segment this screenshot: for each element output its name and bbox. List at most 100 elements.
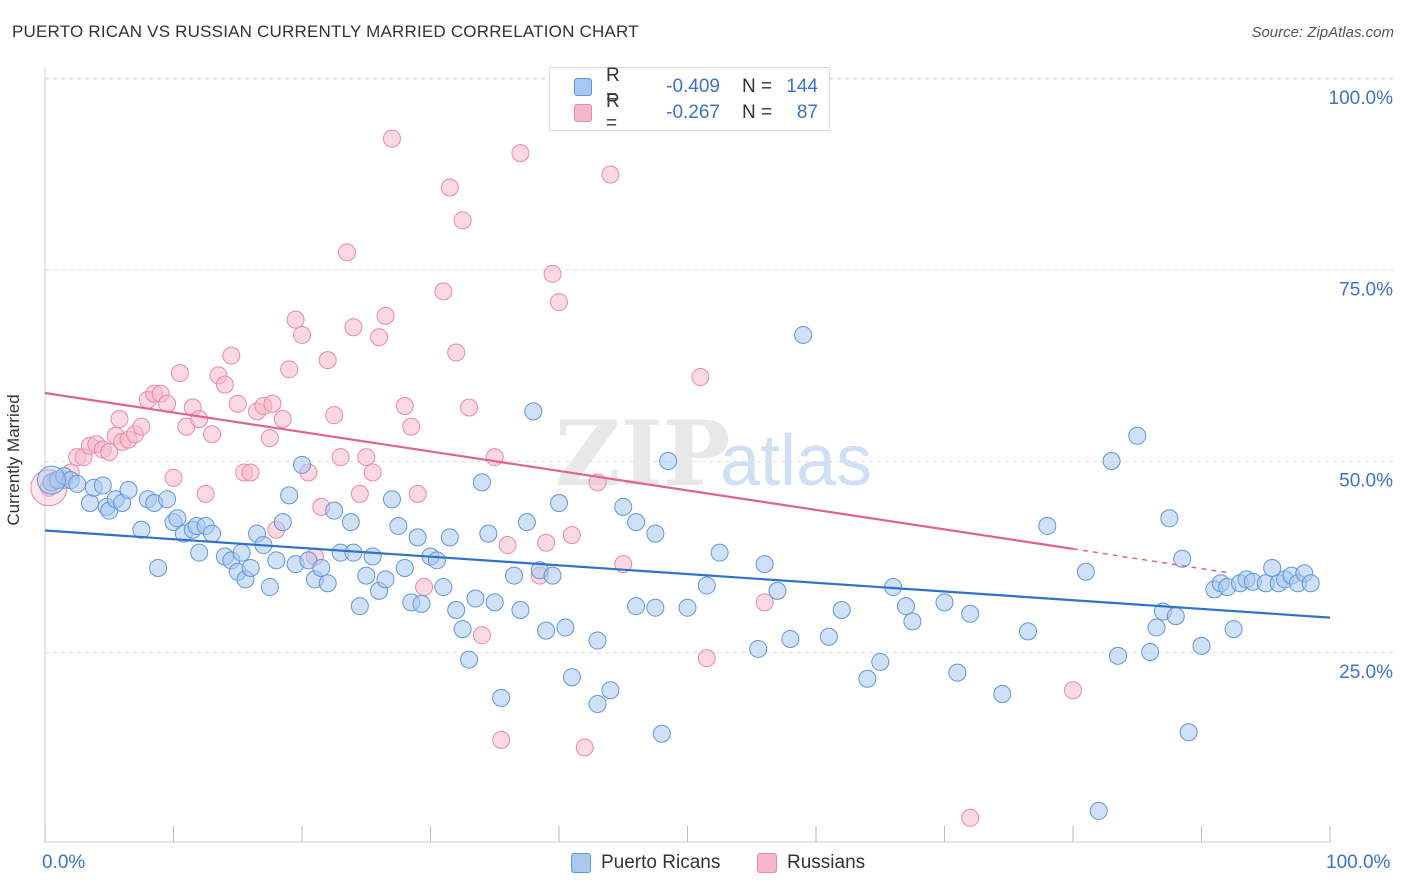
puerto-ricans-point (614, 497, 633, 516)
puerto-ricans-point (149, 558, 168, 577)
correlation-legend: R = -0.409 N = 144 R = -0.267 N = 87 (549, 65, 830, 134)
russians-point (100, 442, 119, 461)
puerto-ricans-point (376, 570, 395, 589)
source-attribution: Source: ZipAtlas.com (1251, 24, 1394, 41)
russians-point (164, 468, 183, 487)
russians-point (511, 144, 530, 163)
russians-point (408, 484, 427, 503)
puerto-ricans-trend-line (44, 529, 1331, 619)
puerto-ricans-point (871, 652, 890, 671)
puerto-ricans-point (1224, 620, 1243, 639)
puerto-ricans-point (627, 513, 646, 532)
russians-point (376, 306, 395, 325)
y-tick-labels: 25.0% 50.0% 75.0% 100.0% (1329, 88, 1394, 683)
watermark: ZIP atlas (555, 401, 872, 507)
legend-swatch-blue (571, 853, 591, 873)
russians-point (363, 463, 382, 482)
legend-item-russians: Russians (757, 852, 865, 874)
puerto-ricans-point (492, 688, 511, 707)
x-tick-label-min: 0.0% (42, 852, 86, 873)
russians-point (260, 429, 279, 448)
russians-point (440, 178, 459, 197)
russians-point (447, 343, 466, 362)
y-tick-label: 50.0% (1339, 471, 1393, 492)
puerto-ricans-point (158, 490, 177, 509)
puerto-ricans-point (903, 612, 922, 631)
russians-point (402, 417, 421, 436)
russians-point (222, 346, 241, 365)
russians-point (453, 211, 472, 230)
russians-point (434, 282, 453, 301)
legend-swatch-blue (574, 78, 592, 96)
russians-point (415, 578, 434, 597)
legend-swatch-pink (574, 104, 592, 122)
watermark-zip: ZIP (555, 401, 730, 507)
puerto-ricans-point (389, 516, 408, 535)
russians-point (498, 536, 517, 555)
puerto-ricans-point (1160, 509, 1179, 528)
russians-point (280, 360, 299, 379)
russians-point (492, 730, 511, 749)
puerto-ricans-point (1089, 801, 1108, 820)
puerto-ricans-point (511, 600, 530, 619)
puerto-ricans-point (460, 650, 479, 669)
russians-point (350, 484, 369, 503)
russians-point (460, 398, 479, 417)
russians-point (110, 409, 129, 428)
puerto-ricans-point (1108, 646, 1127, 665)
puerto-ricans-point (896, 597, 915, 616)
puerto-ricans-point (341, 513, 360, 532)
puerto-ricans-point (312, 558, 331, 577)
puerto-ricans-point (588, 694, 607, 713)
puerto-ricans-point (412, 594, 431, 613)
puerto-ricans-point (710, 543, 729, 562)
russians-point (190, 409, 209, 428)
russians-point (697, 649, 716, 668)
puerto-ricans-point (1128, 426, 1147, 445)
legend-swatch-pink (757, 853, 777, 873)
puerto-ricans-point (203, 524, 222, 543)
puerto-ricans-point (293, 455, 311, 474)
puerto-ricans-point (794, 325, 813, 344)
puerto-ricans-point (858, 669, 877, 688)
russians-point (273, 409, 292, 428)
puerto-ricans-point (1192, 636, 1211, 655)
puerto-ricans-point (427, 551, 446, 570)
russians-point (601, 165, 620, 184)
puerto-ricans-point (408, 528, 427, 547)
watermark-atlas: atlas (720, 421, 872, 501)
puerto-ricans-point (652, 724, 671, 743)
x-tick-label-max: 100.0% (1326, 852, 1391, 873)
puerto-ricans-point (318, 574, 337, 593)
puerto-ricans-point (325, 501, 344, 520)
legend-item-puerto-ricans: Puerto Ricans (571, 852, 720, 874)
russians-point (331, 448, 350, 467)
russians-point (325, 406, 344, 425)
n-value: 144 (786, 76, 818, 97)
puerto-ricans-point (646, 524, 665, 543)
puerto-ricans-point (537, 621, 556, 640)
russians-point (228, 394, 247, 413)
puerto-ricans-point (466, 589, 485, 608)
puerto-ricans-point (479, 524, 498, 543)
puerto-ricans-points (36, 325, 1320, 820)
puerto-ricans-point (485, 593, 504, 612)
puerto-ricans-point (543, 566, 562, 585)
puerto-ricans-point (832, 600, 851, 619)
series-legend: Puerto Ricans Russians (0, 852, 1406, 876)
puerto-ricans-point (935, 593, 954, 612)
puerto-ricans-point (241, 558, 260, 577)
puerto-ricans-point (1147, 618, 1166, 637)
puerto-ricans-point (1301, 574, 1320, 593)
russians-point (263, 394, 282, 413)
puerto-ricans-point (260, 578, 279, 597)
legend-label-puerto-ricans: Puerto Ricans (601, 852, 721, 873)
puerto-ricans-point (440, 528, 459, 547)
russians-point (286, 310, 305, 329)
legend-row-puerto-ricans: R = -0.409 N = 144 (574, 65, 818, 108)
puerto-ricans-point (453, 620, 472, 639)
puerto-ricans-point (68, 474, 87, 493)
puerto-ricans-point (562, 668, 581, 687)
puerto-ricans-point (1141, 643, 1160, 661)
